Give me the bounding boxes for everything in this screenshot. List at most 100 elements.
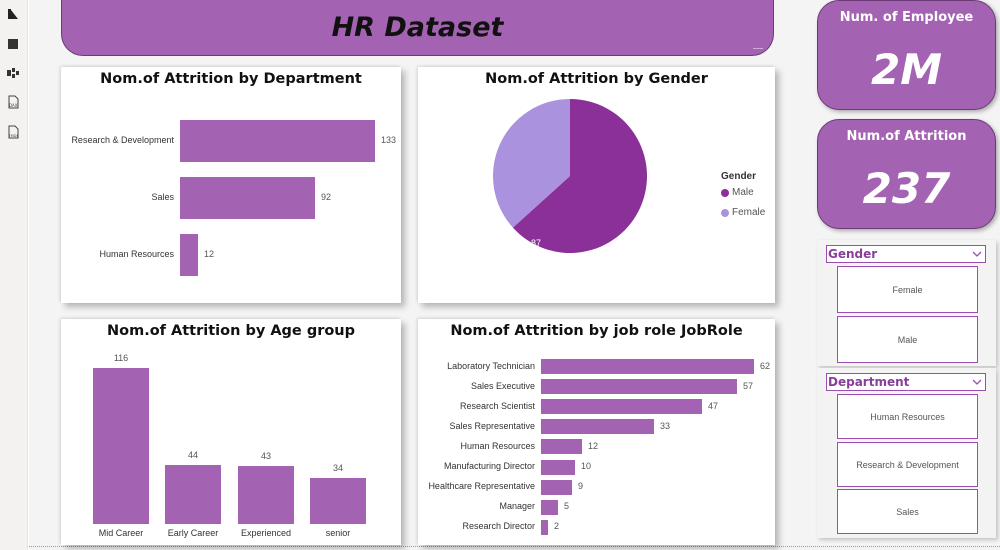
bar-value-manufacturing-director: 10: [581, 461, 592, 471]
bar-label-research-development: Research & Development: [71, 135, 174, 145]
pie-label-male-count: 150: [598, 270, 613, 280]
gender-chart-panel[interactable]: Nom.of Attrition by Gender 150 (63.29%) …: [418, 67, 775, 303]
bar-value-research-scientist: 47: [708, 400, 719, 411]
canvas-border: [29, 546, 1000, 547]
bar-sales-representative[interactable]: [541, 419, 654, 435]
gender-option-female[interactable]: Female: [837, 266, 978, 313]
page-title: HR Dataset: [331, 12, 504, 43]
gender-slicer-label: Gender: [828, 247, 878, 261]
legend-dot-female: [721, 208, 729, 217]
svg-text:DAX: DAX: [9, 103, 18, 108]
bar-label-healthcare-representative: Healthcare Representative: [428, 481, 535, 492]
bar-value-manager: 5: [564, 501, 570, 512]
employee-count-card[interactable]: Num. of Employee 2M: [817, 0, 996, 110]
pie-slice-female[interactable]: [492, 99, 570, 228]
gender-option-male[interactable]: Male: [837, 316, 978, 363]
department-chart-title: Nom.of Attrition by Department: [100, 71, 362, 87]
bar-sales[interactable]: [180, 177, 315, 219]
attrition-count-value: 237: [862, 164, 951, 213]
pie-label-female-count: 87: [531, 238, 541, 248]
bar-research-scientist[interactable]: [541, 399, 702, 415]
bar-label-sales-executive: Sales Executive: [470, 380, 535, 391]
chevron-down-icon[interactable]: [971, 376, 983, 388]
jobrole-chart-panel[interactable]: Nom.of Attrition by job role JobRole Lab…: [418, 319, 775, 545]
chevron-down-icon[interactable]: [971, 248, 983, 260]
pie-slice-male[interactable]: [512, 99, 647, 253]
bar-early-career[interactable]: [165, 465, 221, 524]
bar-value-research-development: 133: [381, 135, 397, 145]
legend-dot-male: [721, 188, 729, 197]
legend-label-male: Male: [732, 187, 754, 198]
bar-value-sales-representative: 33: [660, 420, 671, 431]
bar-label-manager: Manager: [499, 501, 535, 512]
bar-label-manufacturing-director: Manufacturing Director: [443, 461, 535, 471]
bar-label-early-career: Early Career: [167, 528, 219, 538]
bar-research-development[interactable]: [180, 120, 375, 162]
bar-label-mid-career: Mid Career: [98, 528, 144, 538]
table-view-icon[interactable]: [5, 36, 21, 52]
bar-label-research-director: Research Director: [462, 521, 535, 532]
bar-human-resources[interactable]: [541, 439, 582, 455]
age-chart-title: Nom.of Attrition by Age group: [106, 323, 356, 339]
gender-slicer-header[interactable]: Gender: [826, 245, 986, 263]
legend-label-female: Female: [732, 207, 766, 218]
legend-item-male[interactable]: Male: [721, 187, 754, 198]
bar-human-resources[interactable]: [180, 234, 198, 276]
bar-label-sales: Sales: [151, 192, 174, 202]
attrition-count-label: Num.of Attrition: [846, 129, 967, 144]
title-banner: HR Dataset: [61, 0, 774, 56]
employee-count-value: 2M: [870, 45, 943, 94]
svg-text:TMDL: TMDL: [8, 134, 19, 138]
bar-label-human-resources: Human Resources: [99, 249, 174, 259]
bar-label-human-resources: Human Resources: [460, 440, 535, 451]
bar-value-human-resources: 12: [204, 249, 215, 259]
bar-healthcare-representative[interactable]: [541, 479, 572, 495]
bar-value-mid-career: 116: [113, 353, 129, 363]
bar-label-experienced: Experienced: [240, 528, 292, 538]
bar-label-sales-representative: Sales Representative: [449, 420, 535, 431]
department-slicer-header[interactable]: Department: [826, 373, 986, 391]
visual-options-handle[interactable]: [753, 48, 763, 49]
bar-sales-executive[interactable]: [541, 379, 737, 395]
department-option-research-development[interactable]: Research & Development: [837, 442, 978, 487]
bar-mid-career[interactable]: [93, 368, 149, 524]
bar-label-laboratory-technician: Laboratory Technician: [447, 360, 535, 371]
model-view-icon[interactable]: [5, 65, 21, 81]
bar-value-sales: 92: [321, 192, 332, 202]
bar-value-human-resources: 12: [588, 440, 599, 451]
jobrole-chart-title: Nom.of Attrition by job role JobRole: [450, 323, 743, 339]
bar-value-research-director: 2: [554, 521, 560, 532]
bar-research-director[interactable]: [541, 519, 548, 535]
employee-count-label: Num. of Employee: [839, 10, 974, 25]
gender-legend-title: Gender: [721, 171, 757, 182]
bar-value-senior: 34: [332, 463, 343, 473]
bar-experienced[interactable]: [238, 466, 294, 524]
gender-chart-title: Nom.of Attrition by Gender: [485, 71, 708, 87]
bar-value-laboratory-technician: 62: [760, 360, 771, 371]
bar-label-research-scientist: Research Scientist: [459, 400, 535, 411]
bar-label-senior: senior: [325, 528, 351, 538]
legend-item-female[interactable]: Female: [721, 207, 765, 218]
report-view-icon[interactable]: [5, 6, 21, 22]
department-slicer: Department Human Resources Research & De…: [817, 368, 996, 538]
bar-manager[interactable]: [541, 499, 558, 515]
pie-label-male-percent: (63.29%): [588, 281, 625, 291]
bar-value-sales-executive: 57: [743, 380, 754, 391]
age-chart-panel[interactable]: Nom.of Attrition by Age group 116 Mid Car…: [61, 319, 401, 545]
bar-laboratory-technician[interactable]: [541, 359, 754, 374]
attrition-count-card[interactable]: Num.of Attrition 237: [817, 119, 996, 229]
pie-label-female-percent: (36.71%): [518, 249, 555, 259]
bar-manufacturing-director[interactable]: [541, 459, 575, 475]
bar-senior[interactable]: [310, 478, 366, 524]
bar-value-experienced: 43: [260, 451, 271, 461]
bar-value-early-career: 44: [187, 450, 198, 460]
dax-query-icon[interactable]: DAX: [5, 94, 21, 110]
view-sidebar: DAX TMDL: [0, 0, 28, 550]
gender-pie-chart: 150 (63.29%) 87 (36.71%): [492, 99, 647, 291]
department-chart-panel[interactable]: Nom.of Attrition by Department Research …: [61, 67, 401, 303]
department-slicer-label: Department: [828, 375, 910, 389]
department-option-human-resources[interactable]: Human Resources: [837, 394, 978, 439]
tmdl-view-icon[interactable]: TMDL: [5, 124, 21, 140]
department-option-sales[interactable]: Sales: [837, 489, 978, 534]
bar-value-healthcare-representative: 9: [578, 481, 584, 492]
